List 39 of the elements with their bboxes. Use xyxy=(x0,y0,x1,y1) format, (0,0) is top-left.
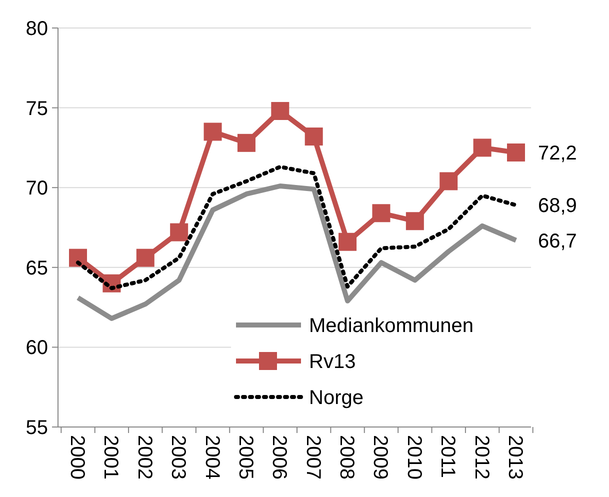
x-tick-label: 2013 xyxy=(504,435,526,480)
legend-label: Mediankommunen xyxy=(309,315,474,337)
point xyxy=(136,248,154,267)
annotation: 68,9 xyxy=(538,195,577,218)
x-tick-label: 2001 xyxy=(100,435,122,480)
x-tick-label: 2007 xyxy=(302,435,324,480)
point xyxy=(507,143,525,162)
point xyxy=(338,232,357,251)
point xyxy=(304,128,323,146)
x-tick-label: 2006 xyxy=(268,435,290,480)
y-tick-label: 70 xyxy=(26,178,48,200)
y-tick-label: 80 xyxy=(26,18,48,40)
point xyxy=(69,248,87,267)
x-tick-label: 2008 xyxy=(336,435,358,480)
x-tick-label: 2004 xyxy=(200,435,223,480)
point xyxy=(204,122,222,141)
point xyxy=(372,204,390,222)
point xyxy=(406,212,424,230)
y-tick-label: 55 xyxy=(26,417,48,439)
legend-label: Rv13 xyxy=(309,351,356,373)
x-tick-label: 2000 xyxy=(66,435,88,480)
point xyxy=(473,138,492,157)
point xyxy=(170,223,188,242)
point xyxy=(440,172,458,190)
x-tick-label: 2011 xyxy=(436,435,459,478)
y-tick-label: 60 xyxy=(26,337,48,360)
legend-label: Norge xyxy=(309,387,364,409)
annotation: 66,7 xyxy=(538,230,577,252)
x-tick-label: 2003 xyxy=(167,435,190,480)
x-tick-label: 2002 xyxy=(133,435,156,480)
x-tick-label: 2010 xyxy=(402,435,425,480)
y-tick-label: 75 xyxy=(26,98,48,120)
x-tick-label: 2005 xyxy=(234,435,256,480)
x-tick-label: 2009 xyxy=(369,435,392,480)
annotation: 72,2 xyxy=(538,142,577,164)
point xyxy=(237,134,256,152)
y-tick-label: 65 xyxy=(26,257,48,280)
point xyxy=(271,102,290,120)
x-tick-label: 2012 xyxy=(470,435,492,480)
